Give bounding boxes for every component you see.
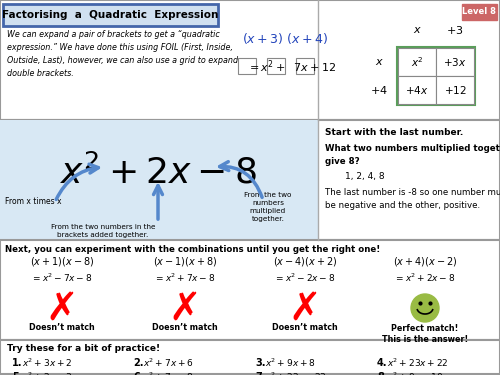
Text: $(x-4)(x+2)$: $(x-4)(x+2)$ xyxy=(273,255,337,268)
Bar xyxy=(436,76,474,104)
Bar xyxy=(436,48,474,76)
Text: $= x^2 - 7x - 8$: $= x^2 - 7x - 8$ xyxy=(32,272,92,284)
Bar xyxy=(398,76,436,104)
Text: ✗: ✗ xyxy=(168,290,202,328)
Text: $(x+1)(x-8)$: $(x+1)(x-8)$ xyxy=(30,255,94,268)
Text: $x^2 + 9x - 10$: $x^2 + 9x - 10$ xyxy=(387,371,443,375)
Bar xyxy=(296,58,314,74)
Text: Doesn’t match: Doesn’t match xyxy=(29,323,95,332)
Text: $x^2 + 9x + 8$: $x^2 + 9x + 8$ xyxy=(265,357,316,369)
Text: $x^2+2x-8$: $x^2+2x-8$ xyxy=(60,154,256,190)
Text: ✗: ✗ xyxy=(288,290,322,328)
Text: Next, you can experiment with the combinations until you get the right one!: Next, you can experiment with the combin… xyxy=(5,245,380,254)
Text: From x times x: From x times x xyxy=(5,197,62,206)
Bar xyxy=(0,120,500,240)
Text: Level 8: Level 8 xyxy=(462,8,496,16)
Text: From the two
numbers
multiplied
together.: From the two numbers multiplied together… xyxy=(244,192,292,222)
Text: 6.: 6. xyxy=(133,372,143,375)
Text: $+4x$: $+4x$ xyxy=(405,84,429,96)
Circle shape xyxy=(411,294,439,322)
Bar xyxy=(462,4,497,20)
Text: $= x^2 +\ \ 7x + 12$: $= x^2 +\ \ 7x + 12$ xyxy=(247,59,336,75)
Text: $x^2$: $x^2$ xyxy=(410,55,424,69)
Text: Perfect match!
This is the answer!: Perfect match! This is the answer! xyxy=(382,324,468,344)
Text: 2.: 2. xyxy=(133,358,143,368)
Bar xyxy=(397,47,475,105)
Bar xyxy=(398,48,436,76)
Text: $x$: $x$ xyxy=(374,57,384,67)
Text: 7.: 7. xyxy=(255,372,266,375)
Text: $(x + 3)\ (x + 4)$: $(x + 3)\ (x + 4)$ xyxy=(242,30,328,45)
Text: $= x^2 - 2x - 8$: $= x^2 - 2x - 8$ xyxy=(274,272,336,284)
Bar xyxy=(267,58,285,74)
Text: From the two numbers in the
brackets added together.: From the two numbers in the brackets add… xyxy=(51,224,155,238)
Text: Try these for a bit of practice!: Try these for a bit of practice! xyxy=(7,344,160,353)
Text: 8.: 8. xyxy=(377,372,388,375)
Text: $= x^2 + 7x - 8$: $= x^2 + 7x - 8$ xyxy=(154,272,216,284)
Text: What two numbers multiplied together will
give 8?: What two numbers multiplied together wil… xyxy=(325,144,500,165)
Text: $+3x$: $+3x$ xyxy=(443,56,467,68)
Text: 5.: 5. xyxy=(12,372,22,375)
Text: 3.: 3. xyxy=(255,358,266,368)
Text: $x^2 + 22x - 23$: $x^2 + 22x - 23$ xyxy=(265,371,327,375)
Text: $+12$: $+12$ xyxy=(444,84,466,96)
Text: We can expand a pair of brackets to get a “quadratic
expression.” We have done t: We can expand a pair of brackets to get … xyxy=(7,30,238,78)
Text: Doesn’t match: Doesn’t match xyxy=(272,323,338,332)
Text: $= x^2 + 2x - 8$: $= x^2 + 2x - 8$ xyxy=(394,272,456,284)
Text: $x^2 + 23x + 22$: $x^2 + 23x + 22$ xyxy=(387,357,448,369)
Text: $+4$: $+4$ xyxy=(370,84,388,96)
Text: $+3$: $+3$ xyxy=(446,24,464,36)
Text: Start with the last number.: Start with the last number. xyxy=(325,128,463,137)
Text: 4.: 4. xyxy=(377,358,388,368)
Text: $x^2 + 7x - 8$: $x^2 + 7x - 8$ xyxy=(143,371,194,375)
Text: ✗: ✗ xyxy=(46,290,78,328)
Bar xyxy=(3,4,218,26)
Text: Doesn’t match: Doesn’t match xyxy=(152,323,218,332)
Bar xyxy=(0,120,318,240)
Bar xyxy=(0,340,500,374)
Text: 1.: 1. xyxy=(12,358,22,368)
Text: $x^2 + 7x + 6$: $x^2 + 7x + 6$ xyxy=(143,357,194,369)
Text: $x^2 + 2x - 3$: $x^2 + 2x - 3$ xyxy=(22,371,72,375)
Bar xyxy=(0,0,500,120)
Text: $(x+4)(x-2)$: $(x+4)(x-2)$ xyxy=(393,255,457,268)
Bar xyxy=(0,240,500,340)
Text: $(x-1)(x+8)$: $(x-1)(x+8)$ xyxy=(153,255,217,268)
Bar xyxy=(238,58,256,74)
Text: The last number is -8 so one number must
be negative and the other, positive.: The last number is -8 so one number must… xyxy=(325,188,500,210)
Text: Factorising  a  Quadratic  Expression: Factorising a Quadratic Expression xyxy=(2,10,218,20)
Text: 1, 2, 4, 8: 1, 2, 4, 8 xyxy=(345,172,385,181)
Text: $x$: $x$ xyxy=(412,25,422,35)
Text: $x^2 + 3x + 2$: $x^2 + 3x + 2$ xyxy=(22,357,72,369)
